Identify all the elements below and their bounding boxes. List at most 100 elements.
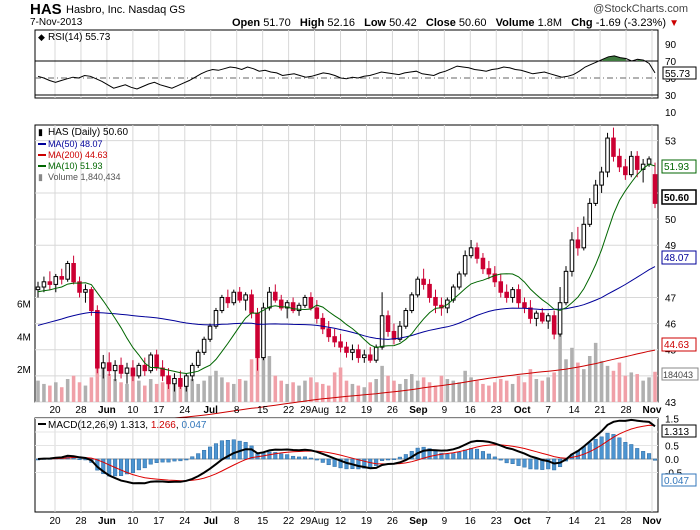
candle-body: [267, 291, 272, 309]
date-tick-label: 24: [179, 516, 191, 527]
date-tick-label: 12: [335, 516, 347, 527]
macd-hist-bar: [101, 458, 106, 475]
candle-body: [261, 307, 266, 359]
date-tick-label: Jun: [98, 405, 116, 416]
rsi-tick-label: 70: [665, 57, 677, 68]
volume-bar: [457, 382, 462, 402]
macd-hist-tag: [661, 473, 697, 487]
chg-value: -1.69 (-3.23%): [595, 17, 666, 29]
date-tick-label: Oct: [514, 405, 531, 416]
candle-body: [652, 174, 658, 204]
candle-body: [136, 364, 142, 377]
volume-bar: [570, 347, 574, 402]
date-tick-label: 23: [491, 405, 503, 416]
macd-hist-bar: [332, 458, 337, 467]
macd-hist-bar: [219, 440, 224, 460]
candle-body: [462, 255, 468, 275]
volume-bar: [510, 383, 515, 402]
volume-tick-label: 6M: [17, 299, 31, 310]
candle-body: [308, 296, 314, 309]
date-tick-label: 26: [387, 405, 399, 416]
candle-body: [71, 263, 76, 283]
rsi-label: RSI(14) 55.73: [48, 32, 111, 43]
volume-bar: [326, 385, 331, 402]
macd-hist-bar: [617, 437, 622, 460]
candle-body: [172, 377, 177, 385]
macd-hist-bar: [285, 454, 290, 460]
candle-body: [599, 171, 604, 186]
volume-bar: [190, 379, 195, 402]
volume-bar: [36, 380, 40, 402]
legend-main: HAS (Daily) 50.60: [48, 127, 128, 138]
macd-hist-bar: [166, 458, 171, 463]
macd-hist-bar: [184, 458, 189, 461]
date-tick-label: 8: [234, 405, 240, 416]
date-tick-label: 21: [595, 516, 607, 527]
candle-body: [516, 289, 521, 304]
candle-body: [504, 291, 509, 298]
volume-bar: [214, 370, 218, 402]
candle-body: [510, 289, 515, 298]
open-value: 51.70: [263, 17, 291, 29]
candle-body: [160, 367, 165, 377]
candle-body: [480, 257, 486, 270]
candle-body: [213, 310, 219, 327]
volume-bar: [439, 375, 444, 402]
candle-body: [100, 362, 106, 369]
volume-bar: [605, 365, 610, 402]
candle-body: [47, 281, 53, 285]
volume-bar: [160, 382, 165, 402]
candle-body: [433, 296, 438, 306]
date-tick-label: 19: [361, 405, 373, 416]
macd-hist-bar: [148, 458, 153, 465]
volume-bar: [445, 379, 450, 402]
rsi-line: [37, 55, 656, 90]
volume-bar: [338, 367, 343, 402]
close-tag: [661, 189, 697, 205]
volume-bar: [350, 383, 355, 402]
volume-bar: [587, 356, 592, 402]
volume-bar: [552, 372, 556, 402]
date-tick-label: 28: [620, 516, 632, 527]
price-tick-label: 53: [665, 137, 677, 148]
ma50-line: [37, 266, 656, 340]
volume-bar: [303, 380, 307, 402]
volume-bar: [415, 380, 420, 402]
volume-bar: [611, 370, 616, 402]
macd-hist-bar: [498, 458, 503, 461]
volume-bar: [522, 382, 527, 402]
ma10-line: [37, 163, 656, 375]
macd-hist-bar: [124, 458, 130, 475]
candle-body: [237, 291, 242, 301]
macd-hist-bar: [380, 458, 385, 461]
volume-tag-text: 184043: [663, 370, 693, 380]
date-tick-label: Jul: [204, 405, 219, 416]
candle-body: [350, 349, 355, 353]
legend-ma50: MA(50) 48.07: [48, 139, 103, 149]
macd-hist-bar: [249, 445, 254, 460]
rsi-value-tag: [662, 66, 697, 80]
volume-bar: [475, 380, 479, 402]
macd-tick-label: 0.5: [665, 442, 679, 453]
volume-bar: [202, 380, 206, 402]
macd-hist-bar: [605, 432, 610, 460]
candle-body: [587, 202, 593, 225]
volume-bar: [83, 385, 88, 402]
volume-bar: [356, 385, 361, 402]
candle-body: [65, 263, 70, 280]
candle-body: [421, 278, 426, 285]
ma50-tag-text: 48.07: [664, 253, 689, 264]
date-tick-label: Sep: [409, 405, 427, 416]
volume-bar: [125, 383, 129, 402]
date-tick-label: 7: [545, 405, 551, 416]
candle-body: [124, 367, 130, 374]
main-series-icon: ▮: [38, 127, 43, 137]
candle-body: [344, 346, 349, 353]
candle-body: [326, 328, 331, 338]
macd-hist-value: 0.047: [181, 420, 206, 431]
volume-bar: [178, 385, 183, 402]
candles: [35, 127, 658, 392]
volume-bar: [623, 375, 628, 402]
macd-hist-bar: [308, 457, 313, 460]
volume-bar: [599, 360, 604, 402]
